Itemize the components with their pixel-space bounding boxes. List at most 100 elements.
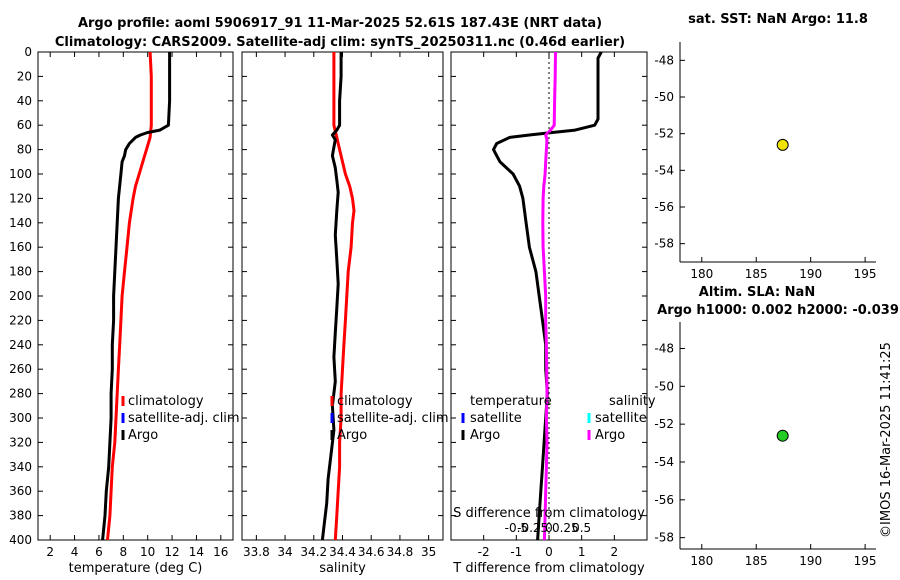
sla-map-panel: Altim. SLA: NaN Argo h1000: 0.002 h2000: … — [654, 285, 898, 568]
sla-map-title-line1: Altim. SLA: NaN — [699, 285, 815, 300]
salinity-xtick-label: 34.4 — [329, 545, 356, 559]
temperature-series-argo — [101, 52, 172, 541]
map_sla-xtick-label: 190 — [799, 554, 822, 568]
temperature-xtick-label: 16 — [213, 545, 228, 559]
temperature-xlabel: temperature (deg C) — [69, 561, 203, 576]
depth-tick-label: 40 — [17, 94, 32, 108]
temperature-xtick-label: 14 — [189, 545, 204, 559]
salinity-xtick-label: 35 — [421, 545, 436, 559]
map_sst-xtick-label: 195 — [854, 267, 877, 281]
salinity-series-climatology — [332, 52, 356, 541]
differences-xtick-label: 0 — [545, 545, 553, 559]
depth-tick-label: 100 — [9, 167, 32, 181]
legend-entry: Argo — [337, 428, 367, 443]
depth-tick-label: 140 — [9, 216, 32, 230]
map_sla-ytick-label: -48 — [654, 341, 674, 355]
depth-tick-label: 180 — [9, 265, 32, 279]
legend-title-temperature: temperature — [470, 394, 552, 409]
depth-tick-label: 300 — [9, 411, 32, 425]
legend-entry: climatology — [128, 394, 204, 409]
differences-xtick-label: -1 — [510, 545, 522, 559]
sdiff-tick-label: -0.25 — [517, 521, 548, 535]
salinity-panel: 33.8 34 34.2 34.4 34.6 34.8 35 salinity climatol… — [241, 51, 449, 576]
map_sst-ytick-label: -58 — [654, 237, 674, 251]
sst-map-panel: sat. SST: NaN Argo: 11.8 180 185 190 195 -48 -… — [654, 12, 876, 281]
depth-tick-label: 340 — [9, 460, 32, 474]
figure-title-line1: Argo profile: aoml 5906917_91 11-Mar-202… — [78, 16, 602, 31]
map_sla-ytick-label: -52 — [654, 417, 674, 431]
depth-tick-label: 60 — [17, 118, 32, 132]
salinity-xtick-label: 34.8 — [387, 545, 414, 559]
depth-tick-label: 380 — [9, 509, 32, 523]
map_sla-xtick-label: 185 — [745, 554, 768, 568]
salinity-xtick-label: 34 — [277, 545, 292, 559]
legend-title-salinity: salinity — [609, 394, 656, 409]
salinity-xtick-label: 33.8 — [243, 545, 270, 559]
depth-tick-label: 0 — [24, 45, 32, 59]
depth-tick-label: 320 — [9, 435, 32, 449]
map_sst-ytick-label: -56 — [654, 200, 674, 214]
map_sla-ytick-label: -50 — [654, 379, 674, 393]
figure-title-line2: Climatology: CARS2009. Satellite-adj cli… — [55, 35, 625, 50]
map_sla-ytick-label: -56 — [654, 493, 674, 507]
differences-xtick-label: 1 — [578, 545, 586, 559]
temperature-xtick-label: 4 — [71, 545, 79, 559]
legend-entry: satellite — [595, 411, 647, 426]
temperature-panel: 2 4 6 8 10 12 14 160204060801001201401601802002… — [9, 45, 240, 576]
salinity-series-argo — [320, 52, 343, 541]
sdiff-tick-label: 0 — [545, 521, 553, 535]
sdiff-axis-label: S difference from climatology — [453, 506, 645, 521]
map_sst-xtick-label: 180 — [690, 267, 713, 281]
map_sst-xtick-label: 185 — [745, 267, 768, 281]
temperature-axes-box — [37, 51, 234, 541]
map_sst-argo-location-point — [776, 138, 789, 151]
legend-entry: Argo — [595, 428, 625, 443]
map_sla-ytick-label: -54 — [654, 455, 674, 469]
temperature-series-climatology — [106, 51, 153, 541]
differences-xtick-label: -2 — [478, 545, 490, 559]
temperature-xtick-label: 2 — [46, 545, 54, 559]
differences-xlabel: T difference from climatology — [452, 561, 645, 576]
temperature-xtick-label: 6 — [95, 545, 103, 559]
depth-tick-label: 160 — [9, 240, 32, 254]
salinity-xlabel: salinity — [319, 561, 366, 576]
sst-map-title: sat. SST: NaN Argo: 11.8 — [688, 12, 868, 27]
depth-tick-label: 240 — [9, 338, 32, 352]
depth-tick-label: 120 — [9, 191, 32, 205]
salinity-xtick-label: 34.2 — [300, 545, 327, 559]
map_sla-ytick-label: -58 — [654, 531, 674, 545]
map_sla-xtick-label: 195 — [854, 554, 877, 568]
legend-entry: satellite-adj. clim — [128, 411, 240, 426]
depth-tick-label: 260 — [9, 362, 32, 376]
map_sst-ytick-label: -48 — [654, 53, 674, 67]
map_sla-xtick-label: 180 — [690, 554, 713, 568]
map_sst-ytick-label: -52 — [654, 127, 674, 141]
salinity-axes-box — [241, 51, 444, 541]
differences-axes-box — [450, 51, 648, 541]
depth-tick-label: 20 — [17, 69, 32, 83]
depth-tick-label: 80 — [17, 143, 32, 157]
legend-entry: Argo — [470, 428, 500, 443]
sdiff-tick-label: -0.5 — [505, 521, 528, 535]
depth-tick-label: 360 — [9, 484, 32, 498]
legend-entry: satellite-adj. clim — [337, 411, 449, 426]
legend-entry: satellite — [470, 411, 522, 426]
depth-tick-label: 400 — [9, 533, 32, 547]
map_sla-argo-location-point — [776, 429, 789, 442]
sdiff-tick-label: 0.5 — [572, 521, 591, 535]
difference-panel: -2 -1 0 1 2 T difference from climatology -0.5… — [450, 51, 656, 576]
depth-tick-label: 280 — [9, 387, 32, 401]
sdiff-tick-label: 0.25 — [552, 521, 579, 535]
differences-series-s-difference-argo- — [541, 51, 557, 541]
map_sst-ytick-label: -50 — [654, 90, 674, 104]
differences-xtick-label: 2 — [611, 545, 619, 559]
legend-entry: climatology — [337, 394, 413, 409]
sla-map-title-line2: Argo h1000: 0.002 h2000: -0.039 — [657, 303, 899, 318]
imos-timestamp: ©IMOS 16-Mar-2025 11:41:25 — [879, 342, 894, 538]
legend-entry: Argo — [128, 428, 158, 443]
temperature-xtick-label: 12 — [164, 545, 179, 559]
temperature-xtick-label: 10 — [140, 545, 155, 559]
temperature-xtick-label: 8 — [119, 545, 127, 559]
depth-tick-label: 220 — [9, 313, 32, 327]
